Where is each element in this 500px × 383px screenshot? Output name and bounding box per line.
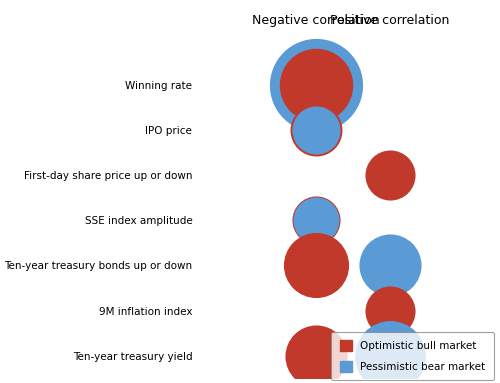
Point xyxy=(312,262,320,268)
Point xyxy=(386,172,394,178)
Point xyxy=(386,262,394,268)
Point xyxy=(386,308,394,314)
Point xyxy=(312,352,320,358)
Point xyxy=(312,218,320,224)
Point xyxy=(386,172,394,178)
Legend: Optimistic bull market, Pessimistic bear market: Optimistic bull market, Pessimistic bear… xyxy=(332,332,494,380)
Point xyxy=(386,308,394,314)
Point xyxy=(312,127,320,133)
Text: Negative correlation: Negative correlation xyxy=(252,14,380,27)
Point xyxy=(312,82,320,88)
Point xyxy=(386,352,394,358)
Point xyxy=(312,82,320,88)
Point xyxy=(312,218,320,224)
Point xyxy=(312,127,320,133)
Text: Positive correlation: Positive correlation xyxy=(330,14,449,27)
